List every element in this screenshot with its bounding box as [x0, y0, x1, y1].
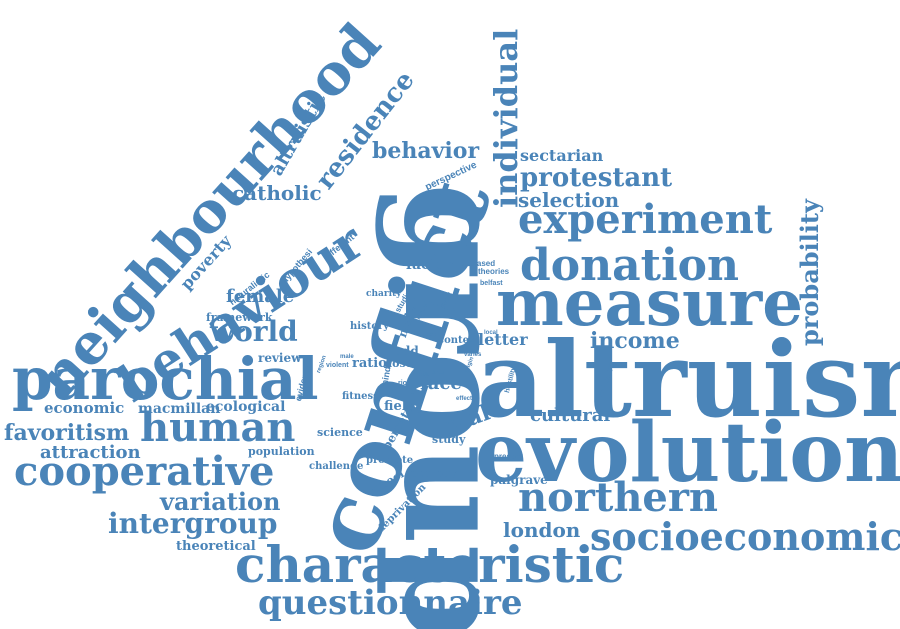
word-london: london	[503, 518, 581, 542]
word-theories: theories	[478, 267, 510, 276]
word-violent: violent	[326, 362, 349, 369]
word-measure: measure	[496, 266, 803, 341]
word-questionnaire: questionnaire	[258, 583, 523, 623]
word-fitness: fitness	[342, 391, 379, 402]
word-charity: charity	[366, 289, 402, 299]
word-effect: effect	[456, 396, 473, 402]
word-lost: lost	[388, 357, 411, 370]
word-attraction: attraction	[40, 442, 141, 463]
word-altruism: altruism	[477, 318, 900, 441]
word-sectarian: sectarian	[520, 146, 604, 165]
word-history: history	[350, 321, 390, 332]
word-study: study	[432, 433, 466, 446]
word-male-small: male	[340, 354, 354, 360]
word-belfast: belfast	[480, 280, 503, 287]
word-characteristic: characteristic	[235, 535, 625, 594]
word-factor: factor	[406, 257, 453, 273]
word-area: area	[432, 370, 445, 376]
word-catholic: catholic	[232, 181, 322, 205]
word-field: field	[384, 399, 416, 414]
word-context: context	[438, 335, 480, 346]
word-test: test	[418, 372, 429, 378]
word-promote: promote	[366, 455, 414, 466]
word-varies: varies	[464, 352, 482, 358]
word-income: income	[590, 328, 680, 354]
word-variation: variation	[160, 487, 281, 516]
word-science: science	[317, 426, 363, 439]
word-inter: inter	[428, 299, 467, 315]
word-intergroup: intergroup	[108, 507, 278, 540]
word-local: local	[484, 330, 498, 336]
word-palgrave: palgrave	[490, 473, 548, 487]
word-unbiased: unbiased	[460, 259, 496, 268]
word-ecological: ecological	[206, 399, 286, 415]
word-face: face	[420, 373, 462, 394]
word-protestant: protestant	[520, 163, 673, 193]
word-probability: probability	[795, 199, 824, 346]
word-framework: framework	[206, 311, 273, 324]
word-riot: riot	[398, 380, 410, 387]
word-northern: northern	[518, 474, 718, 521]
word-cultural: cultural	[530, 405, 611, 426]
word-selection: selection	[518, 188, 620, 212]
word-cooperative: cooperative	[14, 448, 275, 495]
word-world: world	[210, 315, 298, 348]
word-value: value	[388, 387, 415, 397]
word-economic: economic	[44, 399, 125, 417]
word-challenge: challenge	[309, 461, 364, 472]
word-evolution: evolution	[475, 405, 900, 501]
word-review: review	[258, 351, 302, 365]
word-experiment: experiment	[518, 196, 773, 243]
word-theoretical: theoretical	[176, 539, 256, 554]
word-letter: letter	[478, 330, 528, 349]
word-human: human	[140, 404, 296, 451]
word-population: population	[248, 445, 315, 458]
word-ecology: ecology	[410, 467, 457, 480]
word-female: female	[226, 286, 295, 307]
word-ratio: ratio	[352, 356, 387, 371]
word-donation: donation	[520, 240, 739, 291]
word-behavior: behavior	[372, 138, 480, 164]
word-individual: individual	[487, 28, 525, 208]
word-socioeconomic: socioeconomic	[590, 514, 900, 559]
word-parochial: parochial	[12, 345, 319, 413]
word-odd: odd	[394, 344, 419, 358]
word-macmillan: macmillan	[138, 401, 221, 417]
word-case: case	[424, 332, 438, 338]
word-favoritism: favoritism	[4, 420, 130, 446]
word-present: present	[494, 452, 523, 461]
